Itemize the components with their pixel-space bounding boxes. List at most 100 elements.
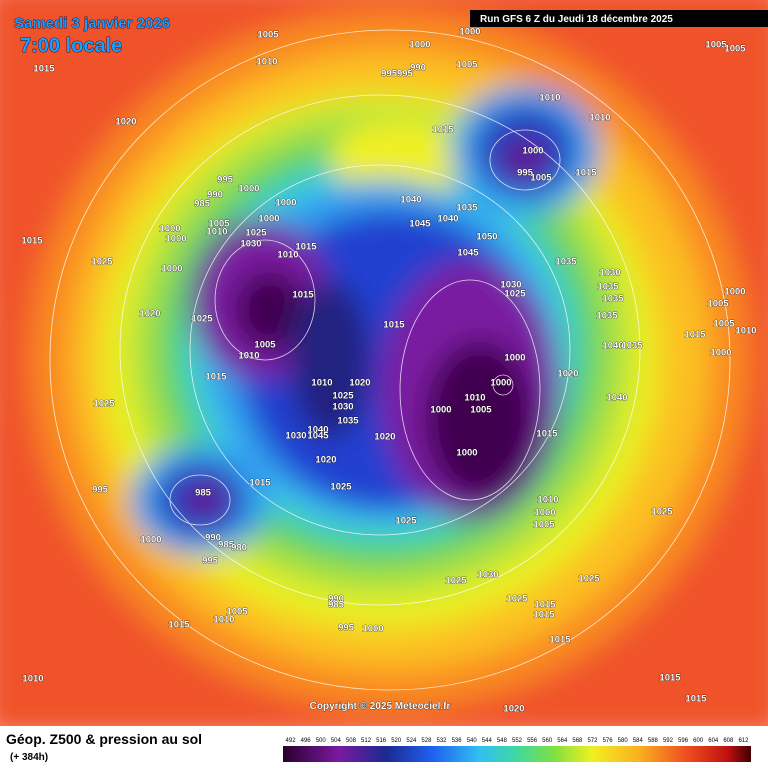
pressure-label: 1005 [530, 173, 552, 184]
pressure-label: 1035 [597, 282, 619, 293]
pressure-label: 1015 [21, 236, 43, 247]
pressure-label: 1015 [684, 330, 706, 341]
pressure-label: 1015 [383, 320, 405, 331]
colorbar-tick-label: 568 [572, 738, 583, 744]
pressure-label: 1025 [330, 482, 352, 493]
colorbar-tick-label: 552 [512, 738, 523, 744]
pressure-label: 1030 [285, 431, 306, 442]
colorbar-tick-label: 596 [678, 738, 689, 744]
colorbar-tick-label: 592 [663, 738, 674, 744]
colorbar-tick-label: 576 [603, 738, 614, 744]
pressure-label: 1035 [337, 416, 359, 427]
pressure-label: 1020 [315, 455, 336, 466]
colorbar-tick-label: 544 [482, 738, 493, 744]
pressure-label: 1030 [500, 280, 521, 291]
pressure-label: 1015 [432, 125, 454, 136]
colorbar-tick-label: 584 [633, 738, 644, 744]
pressure-label: 1010 [277, 250, 298, 261]
pressure-label: 1010 [213, 615, 234, 626]
pressure-label: 1000 [522, 146, 543, 157]
colorbar-tick-label: 548 [497, 738, 508, 744]
colorbar-tick-label: 600 [693, 738, 704, 744]
pressure-label: 995 [202, 556, 219, 567]
pressure-label: 1000 [140, 535, 161, 546]
pressure-label: 1040 [606, 393, 627, 404]
pressure-label: 1035 [596, 311, 618, 322]
pressure-label: 985 [218, 540, 235, 551]
pressure-label: 1005 [713, 319, 735, 330]
pressure-label: 1045 [457, 248, 479, 259]
forecast-time: 7:00 locale [20, 35, 122, 57]
pressure-label: 1035 [456, 203, 478, 214]
colorbar-tick-label: 524 [406, 738, 417, 744]
pressure-labels: 1005101010151000100010059959959901005100… [21, 26, 757, 715]
pressure-label: 1010 [537, 495, 558, 506]
pressure-label: 1015 [536, 429, 558, 440]
pressure-label: 1005 [533, 520, 555, 531]
pressure-label: 1025 [651, 507, 673, 518]
colorbar-tick-label: 612 [738, 738, 749, 744]
pressure-label: 1000 [724, 287, 745, 298]
pressure-label: 1025 [445, 576, 467, 587]
pressure-label: 1020 [349, 378, 370, 389]
pressure-label: 1045 [307, 431, 329, 442]
run-info: Run GFS 6 Z du Jeudi 18 décembre 2025 [480, 14, 673, 25]
pressure-label: 1010 [735, 326, 756, 337]
colorbar-ramp [283, 746, 751, 762]
colorbar-tick-label: 516 [376, 738, 387, 744]
pressure-label: 1005 [470, 405, 492, 416]
colorbar-tick-label: 556 [527, 738, 538, 744]
pressure-label: 985 [194, 199, 211, 210]
colorbar-tick-label: 520 [391, 738, 402, 744]
pressure-label: 1015 [659, 673, 681, 684]
pressure-label: 1050 [476, 232, 497, 243]
footer-title: Géop. Z500 & pression au sol [6, 731, 202, 747]
pressure-label: 1035 [555, 257, 577, 268]
colorbar-tick-label: 564 [557, 738, 568, 744]
pressure-label: 1015 [295, 242, 317, 253]
pressure-label: 1040 [307, 425, 328, 436]
pressure-label: 1000 [275, 198, 296, 209]
pressure-label: 1000 [159, 224, 180, 235]
colorbar-tick-label: 492 [286, 738, 297, 744]
colorbar-tick-label: 580 [618, 738, 629, 744]
pressure-label: 1030 [599, 268, 620, 279]
pressure-label: 1010 [238, 351, 259, 362]
pressure-label: 1000 [362, 624, 383, 635]
pressure-label: 1025 [91, 257, 113, 268]
pressure-label: 1000 [534, 508, 555, 519]
pressure-label: 995 [92, 485, 109, 496]
pressure-label: 1025 [191, 314, 213, 325]
pressure-label: 990 [205, 533, 221, 544]
pressure-label: 1015 [292, 290, 314, 301]
pressure-label: 1005 [705, 40, 727, 51]
pressure-label: 980 [231, 543, 247, 554]
colorbar-tick-label: 528 [421, 738, 432, 744]
pressure-label: 1025 [504, 289, 526, 300]
pressure-label: 1030 [477, 570, 498, 581]
pressure-label: 1025 [93, 399, 115, 410]
pressure-label: 1045 [409, 219, 431, 230]
pressure-label: 1020 [503, 704, 524, 715]
pressure-label: 1025 [578, 574, 600, 585]
pressure-label: 985 [328, 600, 345, 611]
pressure-label: 1000 [430, 405, 451, 416]
pressure-label: 1000 [504, 353, 525, 364]
pressure-label: 1025 [332, 391, 354, 402]
pressure-label: 1010 [539, 93, 560, 104]
pressure-label: 1005 [257, 30, 279, 41]
pressure-label: 1025 [506, 594, 528, 605]
pressure-label: 995 [338, 623, 355, 634]
colorbar-tick-label: 604 [708, 738, 719, 744]
colorbar-tick-label: 504 [331, 738, 342, 744]
pressure-label: 1000 [409, 40, 430, 51]
forecast-date: Samedi 3 janvier 2026 [14, 15, 170, 32]
colorbar-tick-label: 500 [316, 738, 327, 744]
pressure-label: 1015 [205, 372, 227, 383]
pressure-label: 1015 [533, 610, 555, 621]
pressure-label: 1005 [226, 607, 248, 618]
pressure-label: 990 [207, 190, 223, 201]
colorbar-tick-label: 572 [587, 738, 598, 744]
pressure-label: 1005 [254, 340, 276, 351]
